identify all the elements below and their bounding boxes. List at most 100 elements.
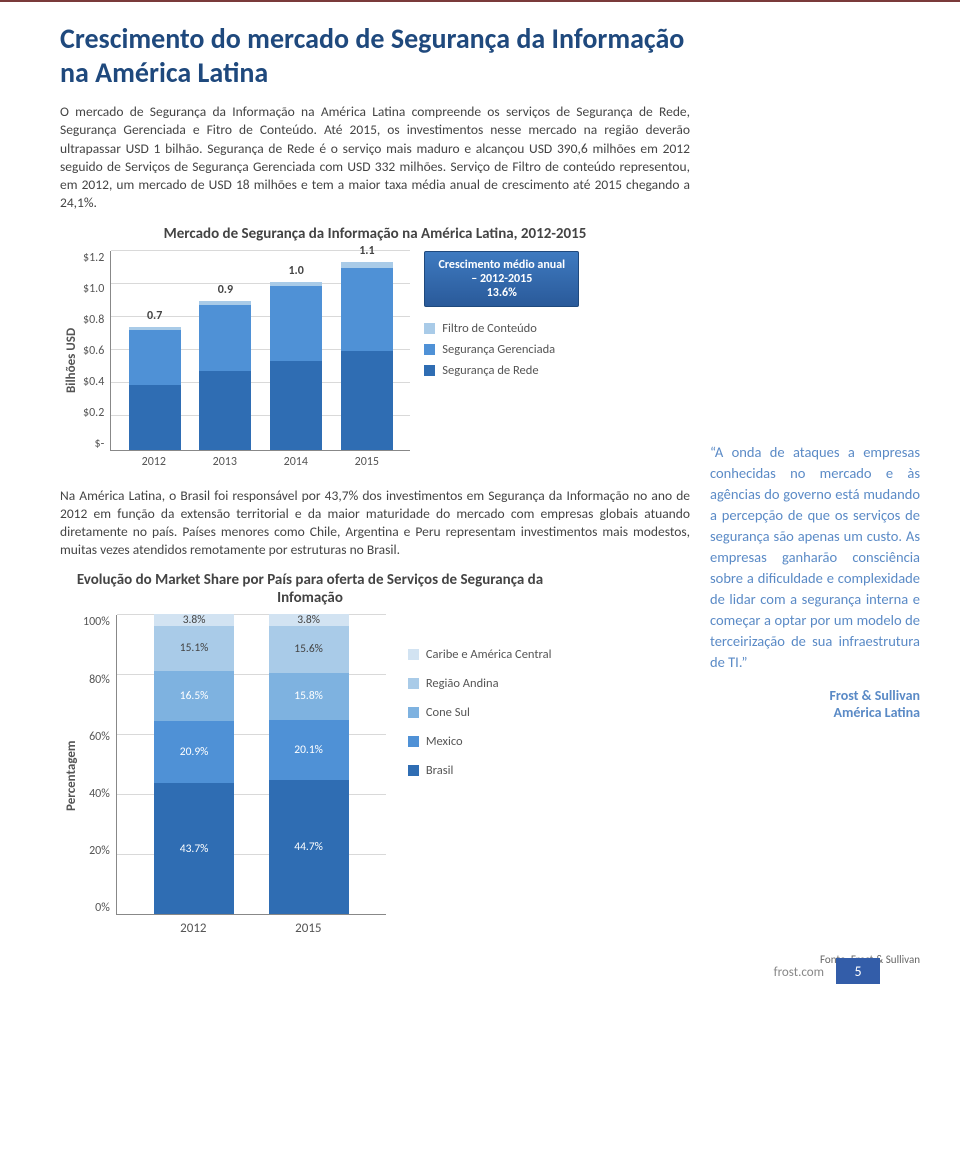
pull-quote: “A onda de ataques a empresas conhecidas… (710, 442, 920, 673)
segment (341, 351, 393, 449)
legend-label: Cone Sul (426, 705, 470, 720)
xtick: 2015 (341, 455, 393, 469)
segment (129, 330, 181, 385)
segment (199, 305, 251, 372)
ytick: $0.4 (83, 375, 104, 389)
legend-label: Filtro de Conteúdo (442, 321, 537, 336)
legend-swatch (408, 707, 419, 718)
segment: 15.8% (269, 673, 349, 720)
bar-2014: 1.0 (270, 282, 322, 450)
chart1-plot: 0.7 0.9 1.0 1.1 (110, 251, 410, 451)
chart1-ylabel: Bilhões USD (60, 251, 83, 469)
legend-item: Cone Sul (408, 705, 552, 720)
ytick: $0.8 (83, 313, 104, 327)
chart2-title: Evolução do Market Share por País para o… (60, 571, 560, 607)
legend-item: Brasil (408, 763, 552, 778)
legend-swatch (424, 323, 435, 334)
segment: 16.5% (154, 671, 234, 721)
legend-label: Caribe e América Central (426, 647, 552, 662)
page-title: Crescimento do mercado de Segurança da I… (60, 22, 690, 89)
chart2-ylabel: Percentagem (60, 615, 83, 936)
segment: 20.1% (269, 720, 349, 780)
chart1-xticks: 2012 2013 2014 2015 (110, 455, 410, 469)
bar-2012: 0.7 (129, 327, 181, 450)
ytick: $0.6 (83, 344, 104, 358)
legend-swatch (408, 765, 419, 776)
bar-2015: 1.1 (341, 262, 393, 449)
chart1-yaxis: $1.2 $1.0 $0.8 $0.6 $0.4 $0.2 $- (83, 251, 110, 451)
ytick: $1.2 (83, 251, 104, 265)
chart-market-size: Mercado de Segurança da Informação na Am… (60, 225, 690, 469)
ytick: 40% (83, 787, 110, 801)
chart2-xticks: 2012 2015 (116, 921, 386, 936)
legend-swatch (424, 344, 435, 355)
ytick: 60% (83, 730, 110, 744)
bar-total-label: 0.9 (199, 283, 251, 297)
segment (341, 268, 393, 351)
legend-swatch (424, 365, 435, 376)
page-footer: frost.com 5 (60, 954, 920, 984)
mid-paragraph: Na América Latina, o Brasil foi responsá… (60, 487, 690, 560)
legend-item: Caribe e América Central (408, 647, 552, 662)
quote-attribution: Frost & Sullivan América Latina (710, 687, 920, 721)
xtick: 2012 (128, 455, 180, 469)
segment: 15.1% (154, 626, 234, 671)
segment (199, 371, 251, 449)
bar-total-label: 0.7 (129, 309, 181, 323)
legend-label: Segurança de Rede (442, 363, 538, 378)
cagr-box: Crescimento médio anual – 2012-2015 13.6… (424, 251, 579, 307)
attribution-line1: Frost & Sullivan (829, 687, 920, 704)
intro-paragraph: O mercado de Segurança da Informação na … (60, 103, 690, 212)
legend-label: Segurança Gerenciada (442, 342, 555, 357)
legend-item: Região Andina (408, 676, 552, 691)
segment (270, 286, 322, 361)
xtick: 2013 (199, 455, 251, 469)
legend-label: Mexico (426, 734, 463, 749)
ytick: $- (83, 437, 104, 451)
chart1-title: Mercado de Segurança da Informação na Am… (60, 225, 690, 243)
xtick: 2015 (268, 921, 348, 936)
ytick: $1.0 (83, 282, 104, 296)
ytick: $0.2 (83, 406, 104, 420)
ytick: 0% (83, 901, 110, 915)
chart2-yaxis: 100% 80% 60% 40% 20% 0% (83, 615, 116, 915)
chart-market-share: Evolução do Market Share por País para o… (60, 571, 690, 936)
bar-total-label: 1.0 (270, 264, 322, 278)
legend-swatch (408, 678, 419, 689)
legend-item: Mexico (408, 734, 552, 749)
ytick: 100% (83, 615, 110, 629)
chart1-side-panel: Crescimento médio anual – 2012-2015 13.6… (424, 251, 579, 469)
page-number: 5 (836, 958, 880, 984)
segment: 44.7% (269, 780, 349, 914)
ytick: 20% (83, 844, 110, 858)
cagr-label: Crescimento médio anual – 2012-2015 (435, 258, 568, 286)
bar-total-label: 1.1 (341, 244, 393, 258)
segment: 3.8% (269, 614, 349, 625)
segment: 15.6% (269, 626, 349, 673)
segment (270, 361, 322, 449)
xtick: 2014 (270, 455, 322, 469)
legend-item: Filtro de Conteúdo (424, 321, 579, 336)
xtick: 2012 (153, 921, 233, 936)
segment: 20.9% (154, 721, 234, 784)
attribution-line2: América Latina (833, 704, 920, 721)
segment: 3.8% (154, 614, 234, 625)
legend-item: Segurança de Rede (424, 363, 579, 378)
chart2-legend: Caribe e América Central Região Andina Con… (408, 615, 552, 936)
main-column: Crescimento do mercado de Segurança da I… (60, 22, 690, 936)
ytick: 80% (83, 673, 110, 687)
legend-item: Segurança Gerenciada (424, 342, 579, 357)
segment: 43.7% (154, 783, 234, 914)
segment (129, 385, 181, 450)
legend-label: Brasil (426, 763, 454, 778)
legend-swatch (408, 736, 419, 747)
footer-url: frost.com (774, 965, 824, 980)
cagr-value: 13.6% (435, 286, 568, 300)
legend-swatch (408, 649, 419, 660)
page: Crescimento do mercado de Segurança da I… (0, 0, 960, 994)
side-quote-column: “A onda de ataques a empresas conhecidas… (710, 442, 920, 721)
bar-2015: 44.7%20.1%15.8%15.6%3.8% (269, 614, 349, 914)
chart1-legend: Filtro de Conteúdo Segurança Gerenciada Se… (424, 321, 579, 378)
bar-2012: 43.7%20.9%16.5%15.1%3.8% (154, 614, 234, 914)
legend-label: Região Andina (426, 676, 499, 691)
